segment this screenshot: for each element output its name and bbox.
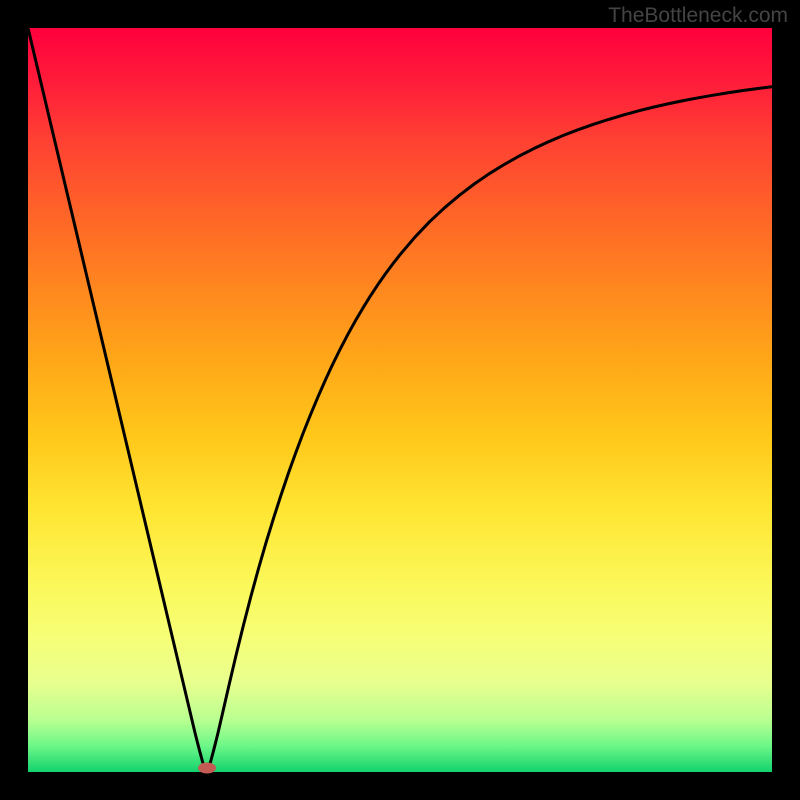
bottleneck-curve (28, 28, 772, 771)
chart-container: TheBottleneck.com (0, 0, 800, 800)
minimum-marker (198, 762, 216, 773)
plot-area (28, 28, 772, 772)
curve-layer (28, 28, 772, 772)
watermark-text: TheBottleneck.com (608, 4, 788, 28)
